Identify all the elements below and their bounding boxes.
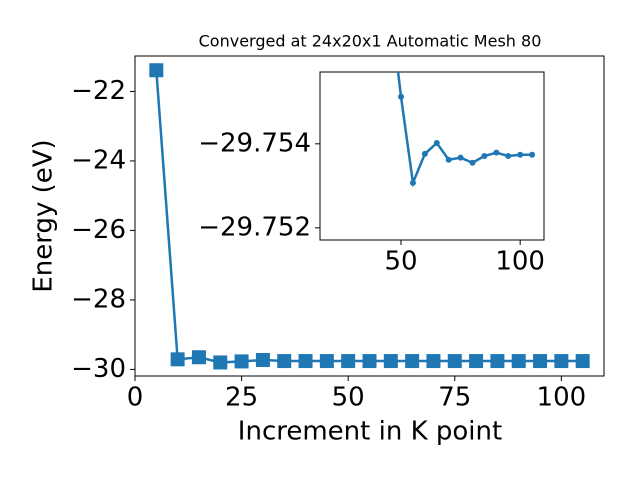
- data-point: [575, 354, 590, 369]
- data-point: [191, 350, 206, 365]
- data-point: [398, 93, 405, 100]
- y-tick-label: −29.754: [198, 128, 311, 158]
- y-tick-label: −22: [71, 76, 126, 106]
- data-point: [433, 139, 440, 146]
- data-point: [554, 354, 569, 369]
- data-point: [298, 354, 313, 369]
- data-point: [490, 354, 505, 369]
- x-tick-label: 100: [537, 383, 587, 413]
- data-point: [469, 354, 484, 369]
- x-tick-label: 50: [332, 383, 365, 413]
- series: [396, 72, 536, 188]
- data-point: [445, 156, 452, 163]
- data-point: [213, 355, 228, 370]
- y-tick-label: −30: [71, 354, 126, 384]
- chart-title: Converged at 24x20x1 Automatic Mesh 80: [199, 32, 542, 51]
- data-point: [426, 354, 441, 369]
- data-point: [469, 159, 476, 166]
- data-point: [341, 354, 356, 369]
- data-point: [409, 179, 416, 186]
- data-point: [421, 150, 428, 157]
- data-point: [319, 354, 334, 369]
- data-point: [457, 154, 464, 161]
- data-point: [362, 354, 377, 369]
- data-point: [383, 354, 398, 369]
- data-point: [170, 352, 185, 367]
- data-point: [277, 354, 292, 369]
- x-tick-label: 50: [384, 247, 417, 277]
- data-point: [405, 354, 420, 369]
- series: [149, 63, 590, 370]
- y-tick-label: −28: [71, 284, 126, 314]
- x-tick-label: 100: [495, 247, 545, 277]
- data-point: [149, 63, 164, 78]
- x-axis-label: Increment in K point: [238, 417, 502, 447]
- y-axis-label: Energy (eV): [29, 139, 59, 292]
- y-tick-label: −29.752: [198, 212, 311, 242]
- x-tick-label: 0: [127, 383, 144, 413]
- data-point: [234, 354, 249, 369]
- y-tick-label: −26: [71, 215, 126, 245]
- data-point: [505, 153, 512, 159]
- data-point: [517, 151, 524, 158]
- x-tick-label: 75: [438, 383, 471, 413]
- data-point: [255, 353, 270, 368]
- data-point: [533, 354, 548, 369]
- data-point: [447, 354, 462, 369]
- data-point: [529, 151, 536, 158]
- x-tick-label: 25: [225, 383, 258, 413]
- data-point: [511, 354, 526, 369]
- data-point: [481, 153, 488, 159]
- y-tick-label: −24: [71, 145, 126, 175]
- data-point: [493, 149, 500, 156]
